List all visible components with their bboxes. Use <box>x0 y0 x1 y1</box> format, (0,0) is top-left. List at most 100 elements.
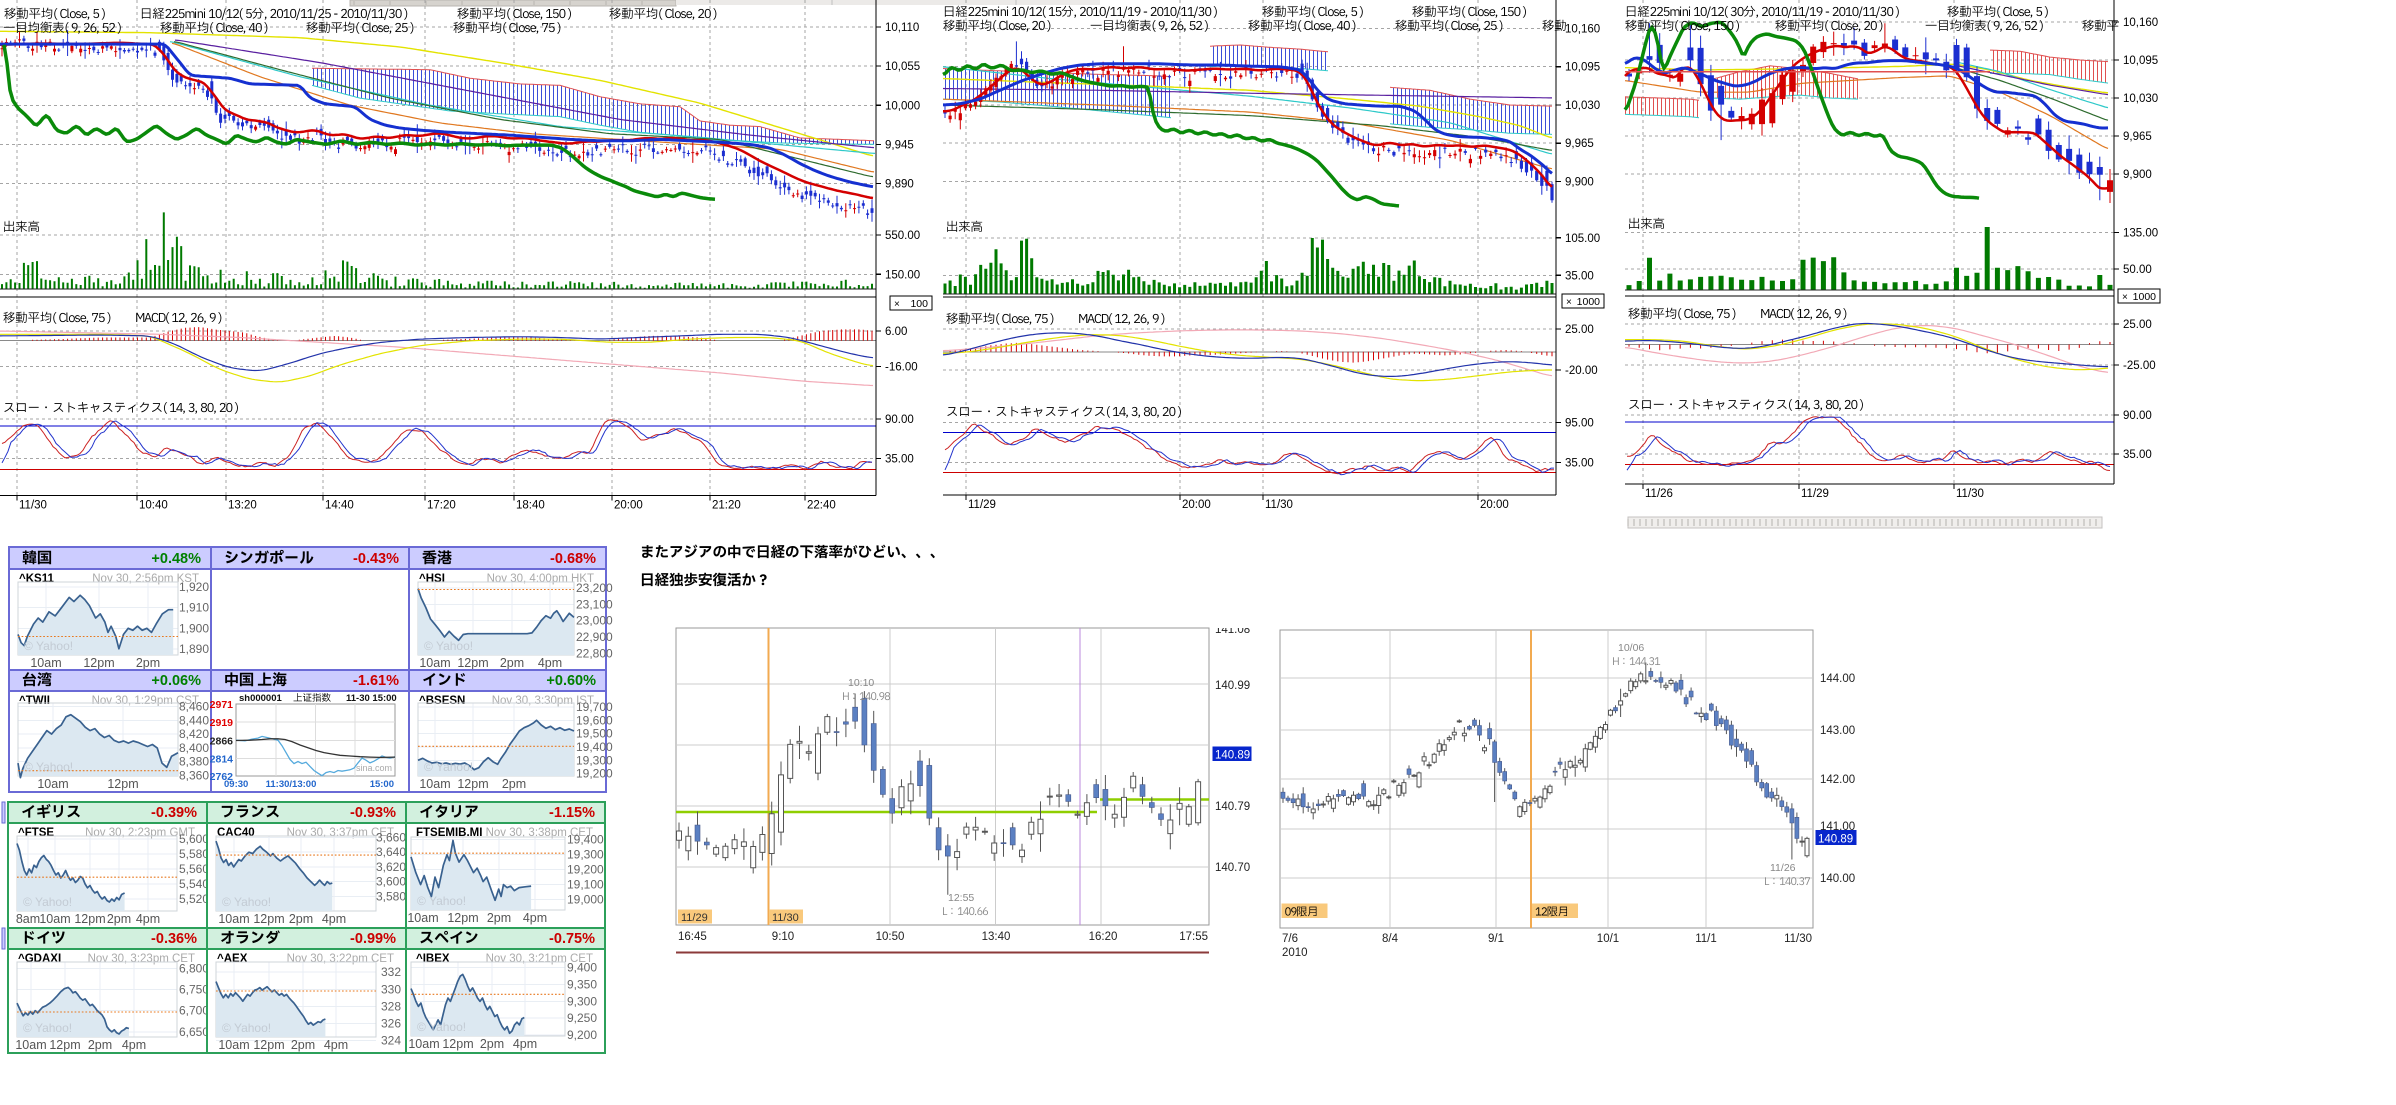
svg-text:FTSEMIB.MI: FTSEMIB.MI <box>416 827 482 839</box>
svg-text:17:20: 17:20 <box>427 500 456 512</box>
svg-text:12:55: 12:55 <box>948 892 974 904</box>
svg-text:140.89: 140.89 <box>1215 750 1250 762</box>
svg-text:© Yahoo!: © Yahoo! <box>24 760 73 774</box>
svg-text:10,160: 10,160 <box>2123 17 2158 29</box>
svg-text:12pm: 12pm <box>74 912 105 926</box>
svg-text:Nov 30, 1:29pm CST: Nov 30, 1:29pm CST <box>92 695 199 707</box>
svg-text:23,100: 23,100 <box>576 597 613 611</box>
svg-text:12pm: 12pm <box>253 912 284 926</box>
svg-text:15:00: 15:00 <box>370 779 394 790</box>
svg-text:9,965: 9,965 <box>1565 138 1594 150</box>
svg-text:16:20: 16:20 <box>1089 931 1118 943</box>
svg-text:9,350: 9,350 <box>567 978 597 992</box>
svg-text:9/1: 9/1 <box>1488 933 1504 945</box>
svg-text:332: 332 <box>381 965 401 979</box>
svg-text:8,420: 8,420 <box>179 727 209 741</box>
svg-text:sina.com: sina.com <box>356 763 392 773</box>
svg-text:23,000: 23,000 <box>576 614 613 628</box>
svg-text:11/29: 11/29 <box>968 499 996 511</box>
svg-text:50.00: 50.00 <box>2123 264 2152 276</box>
svg-text:10,055: 10,055 <box>885 61 920 73</box>
svg-text:2pm: 2pm <box>500 656 524 670</box>
svg-text:13:20: 13:20 <box>228 500 257 512</box>
svg-text:10/06: 10/06 <box>1618 642 1644 654</box>
svg-text:12pm: 12pm <box>107 777 138 791</box>
svg-text:10am: 10am <box>408 1037 439 1051</box>
svg-text:5,540: 5,540 <box>179 877 209 891</box>
svg-text:© Yahoo!: © Yahoo! <box>424 639 473 653</box>
svg-text:Nov 30, 3:30pm IST: Nov 30, 3:30pm IST <box>492 695 594 707</box>
svg-text:8,360: 8,360 <box>179 769 209 783</box>
svg-text:2971: 2971 <box>210 699 234 711</box>
svg-text:12pm: 12pm <box>447 911 478 925</box>
svg-text:142.00: 142.00 <box>1820 774 1855 786</box>
svg-text:9,400: 9,400 <box>567 961 597 975</box>
svg-text:6,700: 6,700 <box>179 1004 209 1018</box>
svg-text:19,300: 19,300 <box>567 848 604 862</box>
svg-text:10:10: 10:10 <box>848 677 874 689</box>
svg-text:9,965: 9,965 <box>2123 131 2152 143</box>
svg-text:4pm: 4pm <box>523 911 547 925</box>
svg-text:1,890: 1,890 <box>179 642 209 656</box>
svg-text:10,160: 10,160 <box>1565 24 1600 36</box>
svg-text:20:00: 20:00 <box>1182 499 1211 511</box>
svg-text:2pm: 2pm <box>291 1038 315 1052</box>
svg-text:-0.43%: -0.43% <box>353 551 399 567</box>
svg-text:-0.68%: -0.68% <box>550 551 596 567</box>
svg-text:4pm: 4pm <box>538 656 562 670</box>
svg-text:8am: 8am <box>16 912 40 926</box>
svg-text:19,200: 19,200 <box>576 767 613 781</box>
svg-text:^GDAXI: ^GDAXI <box>18 953 61 965</box>
svg-text:4pm: 4pm <box>122 1038 146 1052</box>
svg-text:16:45: 16:45 <box>678 931 707 943</box>
svg-text:95.00: 95.00 <box>1565 418 1594 430</box>
svg-text:19,600: 19,600 <box>576 713 613 727</box>
svg-text:12pm: 12pm <box>442 1037 473 1051</box>
svg-text:© Yahoo!: © Yahoo! <box>424 760 473 774</box>
svg-text:2866: 2866 <box>210 736 234 748</box>
svg-text:150.00: 150.00 <box>885 269 920 281</box>
svg-text:© Yahoo!: © Yahoo! <box>23 1021 72 1035</box>
svg-text:9,900: 9,900 <box>2123 169 2152 181</box>
svg-text:10am: 10am <box>39 912 70 926</box>
svg-text:140.99: 140.99 <box>1215 680 1250 692</box>
svg-text:35.00: 35.00 <box>1565 458 1594 470</box>
svg-text:3,640: 3,640 <box>376 845 406 859</box>
svg-text:144.00: 144.00 <box>1820 673 1855 685</box>
svg-text:2pm: 2pm <box>480 1037 504 1051</box>
svg-text:2pm: 2pm <box>88 1038 112 1052</box>
svg-text:10:40: 10:40 <box>139 500 168 512</box>
svg-text:-0.36%: -0.36% <box>151 931 197 947</box>
svg-text:326: 326 <box>381 1016 401 1030</box>
svg-text:4pm: 4pm <box>136 912 160 926</box>
svg-text:+0.48%: +0.48% <box>151 551 201 567</box>
svg-text:© Yahoo!: © Yahoo! <box>23 895 72 909</box>
svg-text:2pm: 2pm <box>502 777 526 791</box>
svg-text:10/1: 10/1 <box>1597 933 1619 945</box>
svg-text:-1.15%: -1.15% <box>549 805 595 821</box>
svg-text:25.00: 25.00 <box>1565 324 1594 336</box>
svg-text:5,560: 5,560 <box>179 862 209 876</box>
svg-text:9,300: 9,300 <box>567 994 597 1008</box>
svg-text:11/30: 11/30 <box>1956 488 1984 500</box>
svg-text:6,750: 6,750 <box>179 983 209 997</box>
svg-text:1000: 1000 <box>1577 296 1601 308</box>
svg-text:13:40: 13:40 <box>982 931 1011 943</box>
svg-text:© Yahoo!: © Yahoo! <box>417 894 466 908</box>
svg-text:20:00: 20:00 <box>1480 499 1509 511</box>
svg-text:5,520: 5,520 <box>179 892 209 906</box>
svg-text:09:30: 09:30 <box>224 779 248 790</box>
svg-text:324: 324 <box>381 1033 401 1047</box>
svg-text:25.00: 25.00 <box>2123 319 2152 331</box>
svg-text:9:10: 9:10 <box>772 931 794 943</box>
svg-text:22:40: 22:40 <box>807 500 836 512</box>
svg-text:12pm: 12pm <box>253 1038 284 1052</box>
svg-text:10am: 10am <box>419 656 450 670</box>
svg-text:2pm: 2pm <box>107 912 131 926</box>
svg-text:© Yahoo!: © Yahoo! <box>24 639 73 653</box>
svg-text:3,660: 3,660 <box>376 831 406 845</box>
svg-text:141.08: 141.08 <box>1215 624 1250 636</box>
svg-text:-0.99%: -0.99% <box>350 931 396 947</box>
svg-text:35.00: 35.00 <box>2123 449 2152 461</box>
svg-text:22,900: 22,900 <box>576 630 613 644</box>
